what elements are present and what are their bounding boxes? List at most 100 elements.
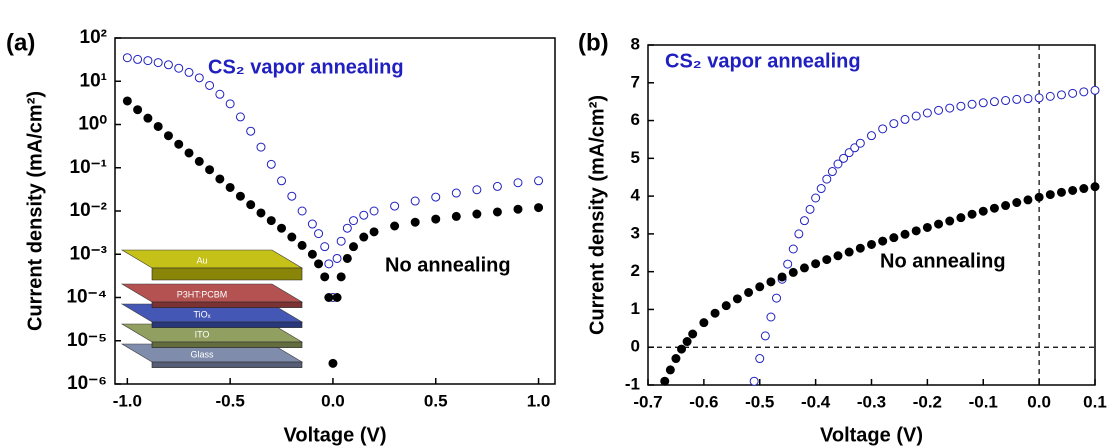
data-point: [336, 272, 346, 282]
inset-layer-side: [151, 301, 303, 308]
data-point: [451, 188, 461, 198]
inset-layer-label: TiOₓ: [193, 309, 210, 319]
data-point: [811, 259, 821, 269]
y-tick-label: 10⁻³: [70, 243, 108, 264]
data-point: [324, 259, 334, 269]
y-tick-label: 8: [631, 34, 640, 53]
data-point: [677, 344, 687, 354]
data-point: [194, 156, 204, 166]
data-point: [827, 167, 837, 177]
data-point: [349, 216, 359, 226]
inset-layer-side: [151, 341, 303, 348]
data-point: [956, 213, 966, 223]
data-point: [867, 239, 876, 249]
data-point: [1023, 94, 1033, 104]
y-tick-label: 10⁻¹: [70, 157, 108, 178]
data-point: [1001, 96, 1011, 106]
y-axis-label: Current density (mA/cm²): [24, 91, 46, 331]
data-point: [922, 222, 932, 232]
data-point: [153, 121, 163, 131]
data-point: [967, 99, 977, 109]
x-tick-label: -0.4: [801, 392, 831, 411]
data-point: [811, 193, 821, 203]
data-point: [744, 287, 754, 297]
data-point: [682, 337, 692, 347]
data-point: [256, 142, 266, 152]
data-point: [1056, 90, 1066, 100]
data-point: [671, 354, 681, 364]
y-tick-label: 10⁻⁴: [66, 287, 107, 308]
y-tick-label: 1: [631, 299, 640, 318]
data-point: [431, 214, 441, 224]
inset-layer-label: ITO: [195, 329, 210, 339]
data-point: [492, 207, 502, 217]
x-tick-label: -0.6: [689, 392, 718, 411]
data-point: [922, 108, 932, 118]
data-point: [184, 148, 194, 158]
data-point: [246, 126, 256, 136]
data-point: [1068, 185, 1078, 195]
data-point: [266, 216, 276, 226]
data-point: [225, 182, 235, 192]
data-point: [665, 365, 675, 375]
data-point: [989, 97, 999, 107]
data-point: [934, 105, 944, 115]
data-point: [844, 148, 854, 158]
y-tick-label: 10⁻²: [70, 200, 108, 221]
data-point: [788, 267, 798, 277]
data-point: [359, 232, 369, 242]
data-point: [783, 259, 793, 269]
data-point: [1034, 192, 1044, 202]
data-point: [788, 244, 798, 254]
data-point: [934, 219, 944, 229]
data-point: [844, 247, 854, 257]
data-point: [472, 185, 482, 195]
data-point: [472, 209, 482, 219]
y-axis-label: Current density (mA/cm²): [586, 95, 608, 335]
data-point: [1045, 190, 1055, 200]
data-point: [833, 251, 843, 261]
data-point: [205, 165, 215, 175]
data-point: [978, 206, 988, 216]
data-point: [174, 63, 184, 73]
data-point: [320, 272, 330, 282]
data-point: [122, 96, 132, 106]
data-point: [307, 219, 317, 229]
data-point: [967, 209, 977, 219]
data-point: [889, 119, 899, 129]
data-point: [194, 73, 204, 83]
data-point: [732, 294, 742, 304]
panel-label: (b): [578, 29, 609, 56]
data-point: [277, 223, 287, 233]
data-point: [805, 204, 815, 214]
data-point: [900, 114, 910, 124]
data-point: [246, 200, 256, 210]
data-point: [534, 203, 544, 213]
data-point: [1079, 87, 1089, 97]
x-tick-label: -0.7: [633, 392, 662, 411]
x-tick-label: 0.0: [321, 391, 345, 410]
data-point: [534, 176, 544, 186]
data-point: [205, 80, 215, 90]
y-tick-label: 2: [631, 261, 640, 280]
y-tick-label: 3: [631, 223, 640, 242]
data-point: [721, 301, 731, 311]
x-axis-label: Voltage (V): [820, 424, 923, 446]
data-point: [749, 376, 759, 386]
data-point: [342, 253, 352, 263]
y-tick-label: 7: [631, 72, 640, 91]
x-tick-label: 1.0: [527, 391, 551, 410]
data-point: [349, 242, 359, 252]
data-point: [794, 229, 804, 239]
data-point: [342, 223, 352, 233]
data-point: [867, 131, 876, 141]
data-point: [660, 376, 670, 386]
data-point: [822, 255, 832, 265]
y-tick-label: 6: [631, 110, 640, 129]
data-point: [833, 159, 843, 169]
inset-layer-label: Au: [196, 255, 207, 265]
y-tick-label: 10¹: [80, 70, 107, 91]
series-label: No annealing: [880, 250, 1006, 272]
data-point: [314, 229, 324, 239]
